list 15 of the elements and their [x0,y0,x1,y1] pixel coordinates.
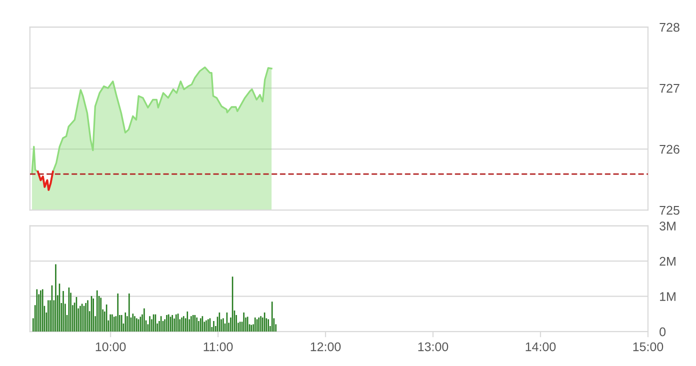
y-tick-label: 726 [660,144,680,154]
line-series [36,170,54,191]
y-tick-label: 0 [660,327,666,336]
x-tick-label: 12:00 [310,342,341,352]
y-tick-label: 1M [660,292,676,301]
y-tick-label: 2M [660,256,676,266]
x-tick-label: 14:00 [526,342,556,352]
x-tick-label: 15:00 [633,342,664,352]
y-tick-label: 728 [660,22,680,32]
y-tick-label: 725 [660,206,680,215]
y-tick-label: 727 [660,84,680,93]
x-tick-label: 10:00 [96,342,126,352]
y-tick-label: 3M [660,222,676,230]
x-tick-label: 11:00 [204,342,233,352]
x-tick-label: 13:00 [418,342,448,352]
